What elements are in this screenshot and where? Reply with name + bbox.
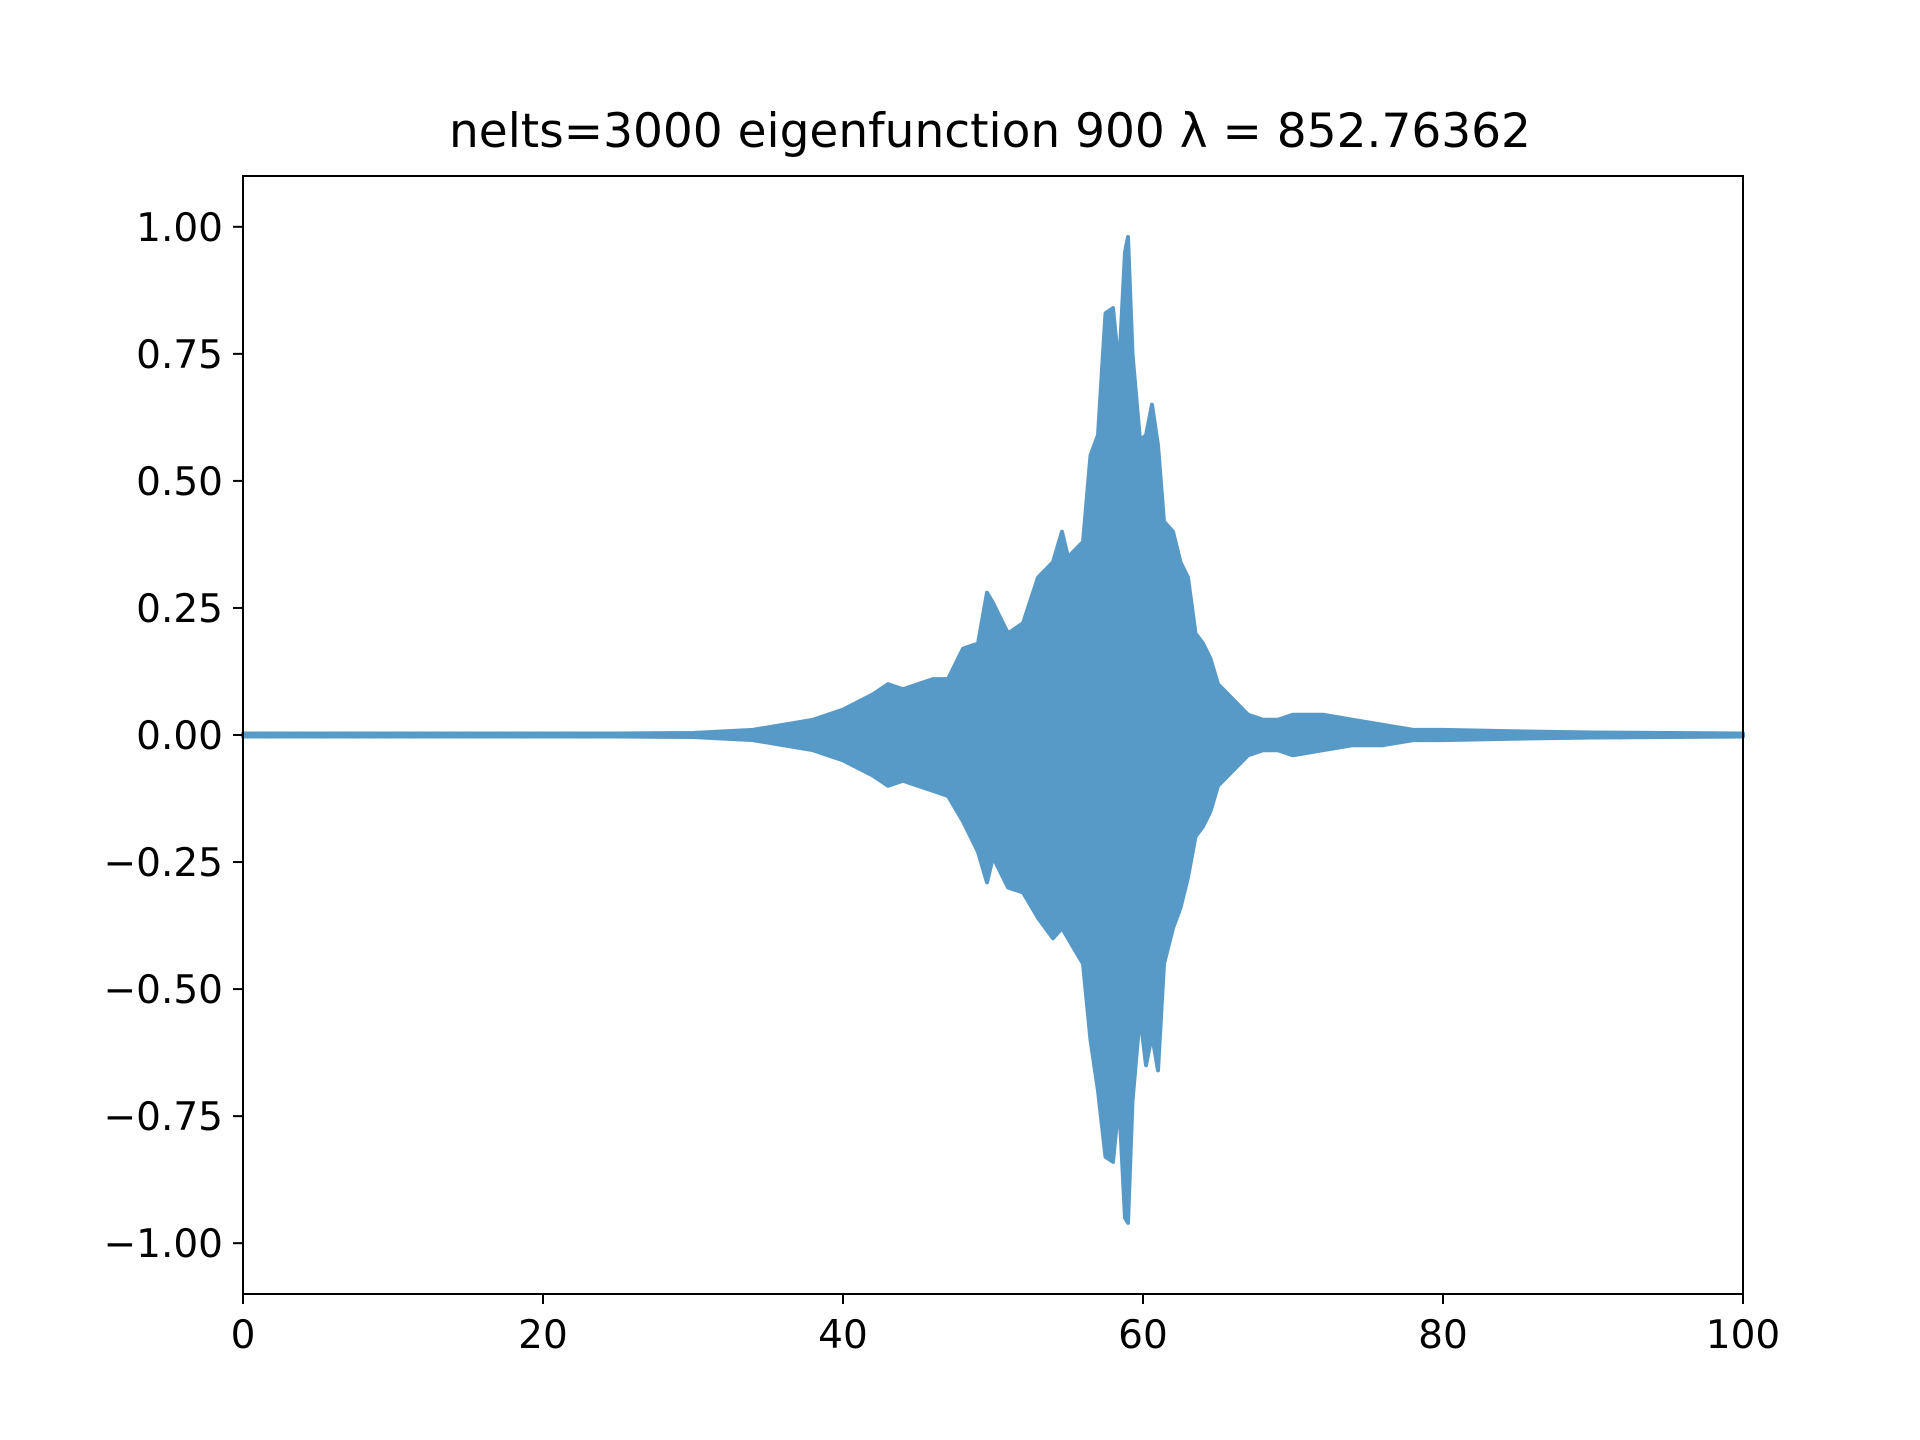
x-tick-label: 100 <box>1706 1313 1780 1358</box>
x-axis: 0 20 40 60 80 100 <box>231 1294 1780 1358</box>
x-tick-label: 0 <box>231 1313 256 1358</box>
y-tick-label: −1.00 <box>103 1222 223 1267</box>
y-tick-label: −0.25 <box>103 841 223 886</box>
y-axis: 1.00 0.75 0.50 0.25 0.00 −0.25 −0.50 −0.75 −1.00 <box>103 206 243 1267</box>
x-tick-label: 80 <box>1418 1313 1468 1358</box>
y-tick-label: −0.75 <box>103 1095 223 1140</box>
x-tick-label: 60 <box>1118 1313 1168 1358</box>
x-tick-label: 20 <box>518 1313 568 1358</box>
y-tick-label: 0.75 <box>136 333 223 378</box>
y-tick-label: 0.00 <box>136 714 223 759</box>
chart-title: nelts=3000 eigenfunction 900 λ = 852.763… <box>449 104 1531 159</box>
y-tick-label: 0.25 <box>136 587 223 632</box>
y-tick-label: 1.00 <box>136 206 223 251</box>
x-tick-label: 40 <box>818 1313 868 1358</box>
y-tick-label: −0.50 <box>103 968 223 1013</box>
y-tick-label: 0.50 <box>136 460 223 505</box>
